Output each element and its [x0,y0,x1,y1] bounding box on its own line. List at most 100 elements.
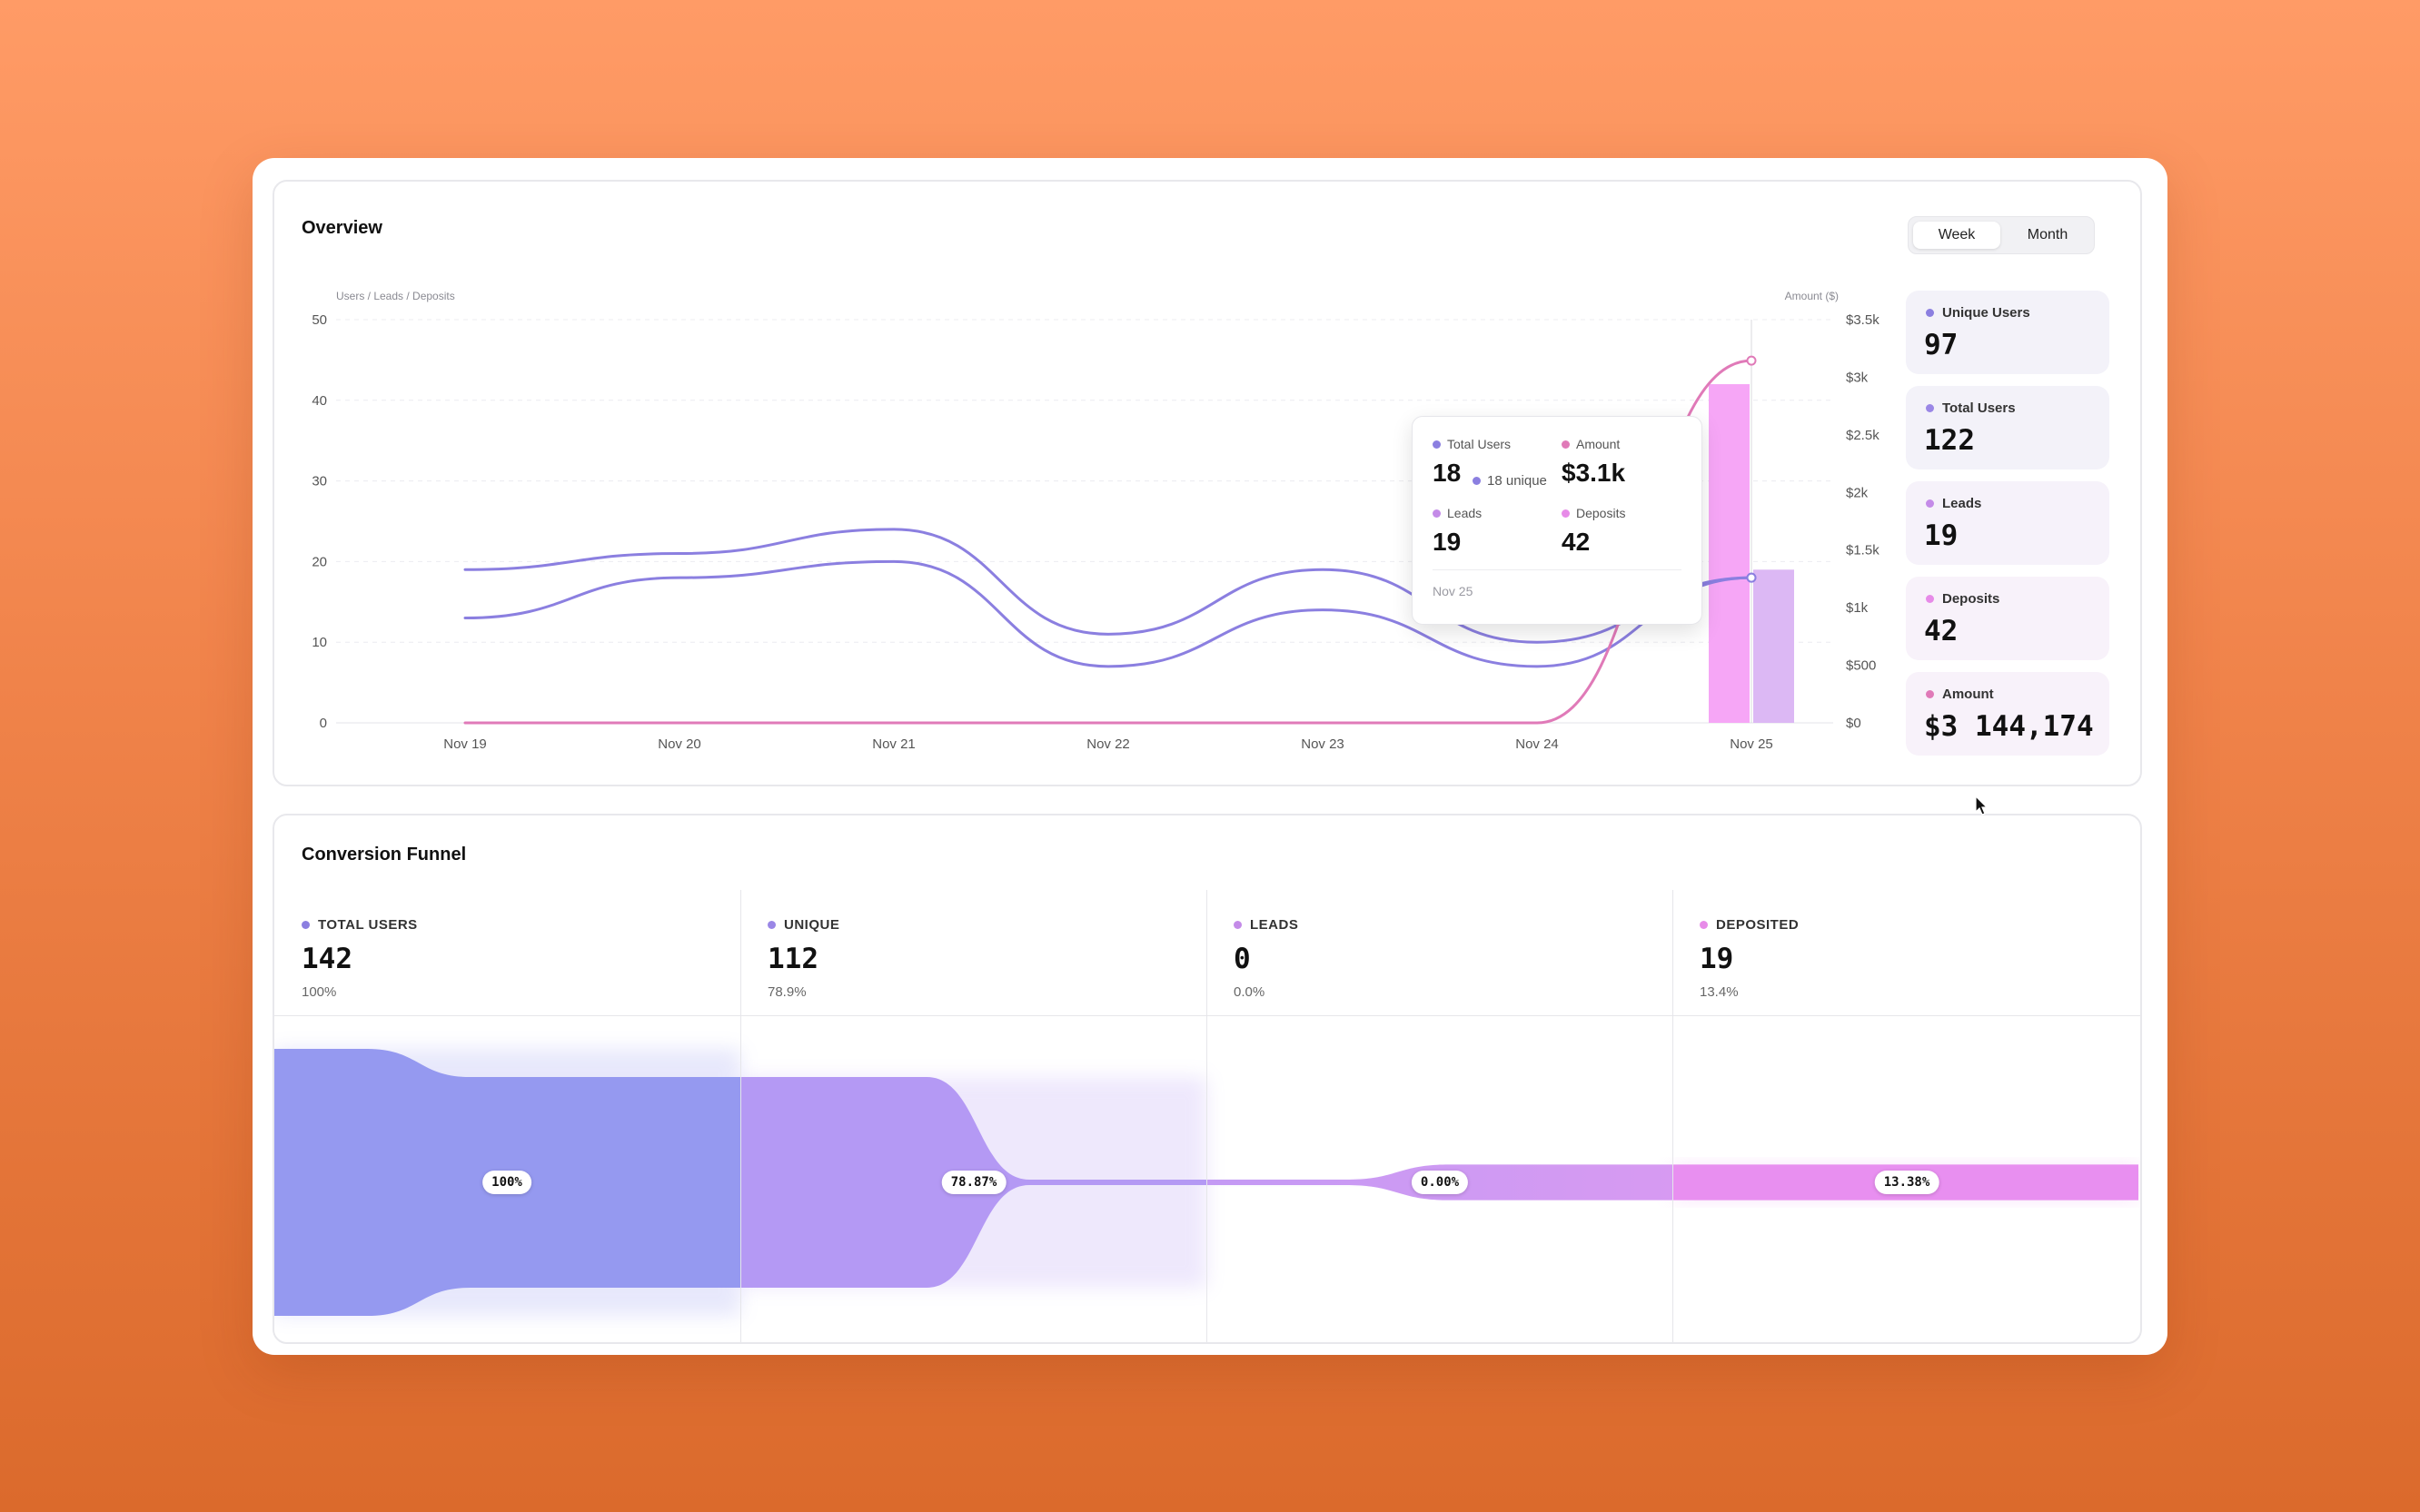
amount-dot-icon [1562,440,1570,449]
tooltip-date: Nov 25 [1433,584,1473,598]
tooltip-amount-label: Amount [1576,437,1621,451]
point-unique-users [1746,572,1757,583]
tooltip-leads-label: Leads [1447,506,1483,520]
stat-label: Unique Users [1942,305,2030,321]
tooltip-total-users-value: 18 [1433,459,1462,487]
y-tick-right: $0 [1846,716,1861,731]
y-tick-right: $2k [1846,485,1869,500]
funnel-badge-leads: 0.00% [1411,1171,1469,1194]
series-line-total-users [463,528,1753,644]
stat-label: Deposits [1942,591,2000,607]
y-tick-right: $500 [1846,658,1876,674]
overview-chart[interactable]: Users / Leads / Deposits Amount ($) 0 10 2… [274,182,1891,785]
funnel-stage-unique: UNIQUE 112 78.9% [740,892,1206,1342]
stage-percent: 0.0% [1234,984,1265,1000]
y-tick-right: $3k [1846,370,1869,385]
stage-percent: 100% [302,984,337,1000]
stage-value: 0 [1234,943,1251,975]
series-line-unique-users [463,559,1753,668]
bar-leads [1753,569,1794,723]
stat-label: Amount [1942,687,1994,702]
column-divider [1672,890,1673,1342]
x-tick: Nov 20 [658,736,701,752]
stat-dot-icon [1926,595,1934,603]
leads-dot-icon [1433,509,1441,518]
mouse-cursor-icon [1975,796,1989,815]
total-users-dot-icon [1433,440,1441,449]
stage-dot-icon [1700,921,1708,929]
stage-label: UNIQUE [784,917,840,933]
y-tick-right: $3.5k [1846,312,1879,328]
tooltip-leads-value: 19 [1433,528,1462,556]
funnel-stage-leads: LEADS 0 0.0% [1206,892,1672,1342]
overview-title: Overview [302,218,382,238]
stage-dot-icon [302,921,310,929]
stage-dot-icon [1234,921,1242,929]
stat-dot-icon [1926,690,1934,698]
stat-label: Total Users [1942,400,2016,416]
point-amount [1746,355,1757,366]
y-tick-left: 50 [312,312,327,328]
x-tick: Nov 24 [1515,736,1559,752]
chart-tooltip: Total Users 18 18 unique Amount $3.1k Le… [1412,416,1702,625]
stat-dot-icon [1926,499,1934,508]
tooltip-deposits-label: Deposits [1576,506,1626,520]
x-tick: Nov 23 [1301,736,1344,752]
funnel-badge-total-users: 100% [482,1171,531,1194]
stat-value: 42 [1924,615,1959,647]
stat-value: 122 [1924,424,1975,457]
x-tick: Nov 22 [1086,736,1130,752]
y-tick-left: 20 [312,554,327,569]
stage-percent: 78.9% [768,984,807,1000]
x-tick: Nov 21 [872,736,916,752]
tooltip-amount-value: $3.1k [1562,459,1626,487]
period-toggle: Week Month [1908,216,2095,254]
tooltip-divider [1433,569,1681,570]
deposits-dot-icon [1562,509,1570,518]
tooltip-leads: Leads 19 [1433,506,1482,557]
stat-dot-icon [1926,404,1934,412]
month-toggle-button[interactable]: Month [2027,227,2068,242]
stage-label: DEPOSITED [1716,917,1800,933]
stage-value: 142 [302,943,352,975]
unique-dot-icon [1473,477,1481,485]
conversion-funnel-panel: Conversion Funnel TOTAL USERS 142 100% [273,814,2142,1344]
y-tick-left: 10 [312,635,327,650]
stage-label: TOTAL USERS [318,917,418,933]
week-toggle-button[interactable]: Week [1913,222,2000,249]
overview-panel: Overview Week Month Users / Leads / Depo… [273,180,2142,786]
stat-card-leads: Leads 19 [1906,481,2109,565]
stage-percent: 13.4% [1700,984,1739,1000]
funnel-title: Conversion Funnel [302,845,467,865]
tooltip-unique-note-text: 18 unique [1487,473,1547,489]
series-line-amount [463,359,1753,725]
stat-dot-icon [1926,309,1934,317]
stat-value: 19 [1924,519,1959,552]
stat-value: 97 [1924,329,1959,361]
tooltip-deposits: Deposits 42 [1562,506,1625,557]
stat-card-deposits: Deposits 42 [1906,577,2109,660]
y-tick-left: 0 [320,716,327,731]
x-tick: Nov 25 [1730,736,1773,752]
stat-card-total-users: Total Users 122 [1906,386,2109,469]
stage-label: LEADS [1250,917,1299,933]
left-axis-title: Users / Leads / Deposits [336,290,455,302]
stat-card-amount: Amount $3 144,174 [1906,672,2109,756]
funnel-badge-unique: 78.87% [941,1171,1007,1194]
stat-card-unique-users: Unique Users 97 [1906,291,2109,374]
right-axis-title: Amount ($) [1785,290,1839,302]
y-tick-right: $1.5k [1846,543,1879,558]
column-divider [1206,890,1207,1342]
tooltip-amount: Amount $3.1k [1562,437,1625,488]
tooltip-unique-note: 18 unique [1473,473,1547,489]
stat-value: $3 144,174 [1924,710,2094,743]
stat-label: Leads [1942,496,1982,511]
funnel-stage-deposited: DEPOSITED 19 13.4% [1672,892,2138,1342]
funnel-header-divider [274,1015,2140,1016]
funnel-stage-total-users: TOTAL USERS 142 100% [274,892,740,1342]
y-tick-left: 30 [312,474,327,489]
bar-deposits [1709,384,1750,723]
tooltip-total-users-label: Total Users [1447,437,1512,451]
y-tick-left: 40 [312,393,327,409]
funnel-badge-deposited: 13.38% [1874,1171,1939,1194]
